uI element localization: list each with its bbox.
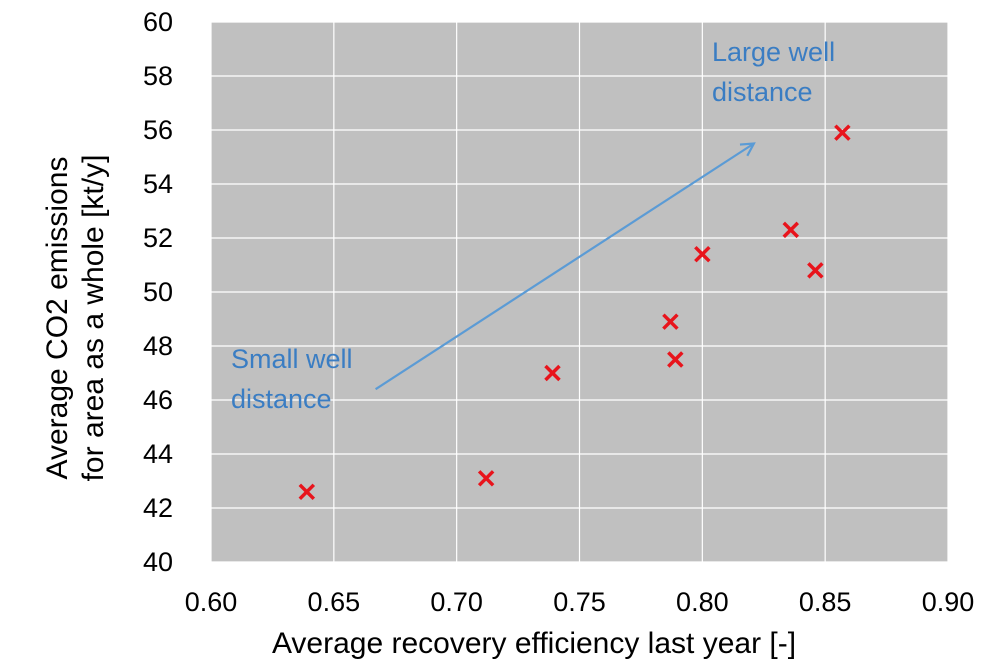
data-point [834, 124, 851, 141]
y-tick-label: 54 [143, 169, 173, 199]
y-axis-label-line-1: Average CO2 emissions [41, 157, 74, 480]
data-point [807, 262, 824, 279]
data-point [667, 351, 684, 368]
data-point [694, 245, 711, 263]
data-point [477, 470, 495, 487]
x-tick-label: 0.80 [676, 587, 729, 617]
x-tick-label: 0.90 [922, 587, 975, 617]
x-tick-label: 0.65 [308, 587, 361, 617]
annotation-text: Large well [712, 37, 835, 67]
data-point [782, 221, 800, 239]
trend-arrow-line [374, 142, 755, 391]
gridlines [210, 21, 949, 563]
annotation-text: distance [712, 77, 813, 107]
y-tick-label: 58 [143, 61, 173, 91]
data-points [298, 124, 851, 501]
data-point [298, 483, 316, 501]
annotations: Large well distance Small well distance [231, 37, 835, 414]
trend-arrow-group [374, 142, 756, 391]
y-tick-label: 48 [143, 331, 173, 361]
x-tick-label: 0.75 [553, 587, 606, 617]
annotation-text: Small well [231, 344, 353, 374]
arrowhead-icon [739, 142, 756, 157]
x-axis-ticks: 0.60 0.65 0.70 0.75 0.80 0.85 0.90 [185, 587, 975, 617]
y-tick-label: 42 [143, 493, 173, 523]
y-tick-label: 60 [143, 7, 173, 37]
y-tick-label: 50 [143, 277, 173, 307]
data-point [662, 313, 679, 330]
y-tick-label: 56 [143, 115, 173, 145]
y-tick-label: 52 [143, 223, 173, 253]
x-tick-label: 0.70 [430, 587, 483, 617]
annotation-text: distance [231, 384, 332, 414]
y-tick-label: 40 [143, 547, 173, 577]
data-point [544, 364, 561, 382]
y-axis-label-line-2: for area as a whole [kt/y] [77, 155, 110, 482]
x-tick-label: 0.60 [185, 587, 238, 617]
x-axis-label: Average recovery efficiency last year [-… [272, 627, 796, 660]
y-tick-label: 44 [143, 439, 173, 469]
y-axis-ticks: 40 42 44 46 48 50 52 54 56 58 60 [143, 7, 173, 577]
x-tick-label: 0.85 [799, 587, 852, 617]
y-tick-label: 46 [143, 385, 173, 415]
